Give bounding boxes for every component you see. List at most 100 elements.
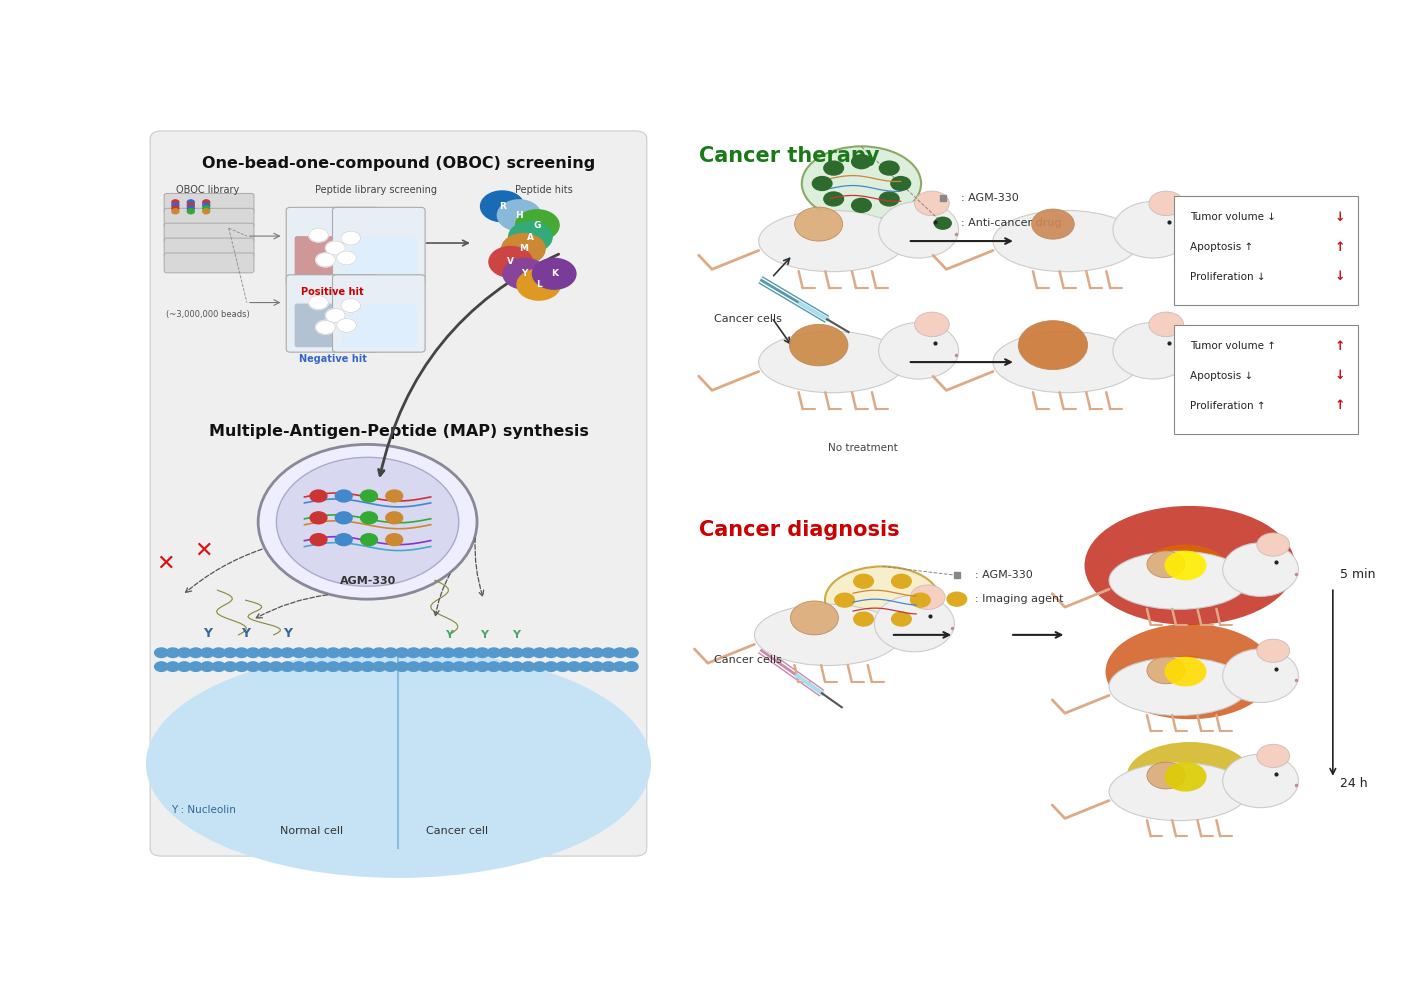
Circle shape (613, 648, 627, 658)
Circle shape (556, 648, 570, 658)
Circle shape (361, 512, 377, 524)
Circle shape (522, 648, 535, 658)
Circle shape (309, 228, 328, 242)
Circle shape (386, 512, 403, 524)
Circle shape (335, 490, 352, 502)
Circle shape (372, 648, 386, 658)
Circle shape (341, 231, 361, 245)
Circle shape (487, 648, 501, 658)
Circle shape (1148, 657, 1184, 683)
Text: R: R (499, 201, 505, 211)
Circle shape (498, 648, 512, 658)
Circle shape (407, 648, 421, 658)
Ellipse shape (803, 147, 920, 221)
Circle shape (202, 199, 209, 205)
Ellipse shape (1108, 658, 1247, 715)
Circle shape (386, 490, 403, 502)
Circle shape (1222, 754, 1298, 807)
Circle shape (624, 648, 638, 658)
Text: Y : Nucleolin: Y : Nucleolin (171, 806, 236, 815)
Ellipse shape (1143, 545, 1228, 592)
Circle shape (258, 662, 271, 672)
Ellipse shape (759, 210, 905, 272)
Circle shape (171, 202, 178, 208)
Circle shape (915, 191, 950, 215)
Circle shape (309, 296, 328, 310)
Circle shape (516, 269, 560, 301)
Circle shape (1257, 744, 1289, 768)
Circle shape (544, 662, 558, 672)
Circle shape (947, 592, 967, 606)
Circle shape (361, 662, 375, 672)
Circle shape (223, 662, 237, 672)
Circle shape (171, 205, 178, 211)
Circle shape (853, 574, 873, 588)
Circle shape (269, 662, 283, 672)
Circle shape (1257, 639, 1289, 663)
Ellipse shape (1106, 624, 1274, 719)
Ellipse shape (1108, 552, 1247, 609)
Text: (~3,000,000 beads): (~3,000,000 beads) (166, 310, 250, 319)
Ellipse shape (1085, 506, 1295, 625)
FancyBboxPatch shape (333, 275, 425, 352)
Circle shape (281, 648, 295, 658)
Circle shape (335, 534, 352, 546)
Circle shape (258, 444, 477, 599)
Text: Negative hit: Negative hit (299, 354, 366, 364)
Circle shape (878, 322, 958, 379)
Circle shape (476, 662, 490, 672)
FancyBboxPatch shape (286, 275, 379, 352)
Text: Cancer cells: Cancer cells (714, 655, 781, 665)
Circle shape (441, 662, 455, 672)
Circle shape (303, 662, 317, 672)
Text: OBOC library: OBOC library (175, 186, 240, 195)
Circle shape (361, 490, 377, 502)
Circle shape (556, 662, 570, 672)
Circle shape (880, 192, 899, 206)
Circle shape (188, 205, 194, 211)
Circle shape (533, 648, 546, 658)
FancyBboxPatch shape (286, 207, 379, 285)
Circle shape (824, 161, 843, 175)
Text: Y: Y (203, 627, 212, 640)
Circle shape (497, 200, 540, 231)
Circle shape (316, 320, 335, 334)
Circle shape (247, 662, 260, 672)
Circle shape (488, 247, 532, 278)
Circle shape (429, 662, 443, 672)
Ellipse shape (1108, 763, 1247, 820)
Circle shape (166, 662, 180, 672)
Circle shape (567, 648, 581, 658)
Circle shape (790, 324, 847, 366)
Circle shape (349, 648, 363, 658)
Circle shape (1164, 657, 1207, 686)
Circle shape (386, 534, 403, 546)
Text: : Anti-cancer drug: : Anti-cancer drug (961, 218, 1062, 228)
Circle shape (453, 662, 466, 672)
Circle shape (269, 648, 283, 658)
Ellipse shape (993, 210, 1139, 272)
Text: One-bead-one-compound (OBOC) screening: One-bead-one-compound (OBOC) screening (202, 156, 595, 172)
Circle shape (202, 202, 209, 208)
Circle shape (790, 601, 839, 635)
Circle shape (613, 662, 627, 672)
FancyBboxPatch shape (1174, 196, 1358, 305)
Text: Y: Y (241, 627, 250, 640)
Text: Peptide library screening: Peptide library screening (316, 186, 436, 195)
Text: K: K (551, 269, 557, 279)
Circle shape (624, 662, 638, 672)
Text: 5 min: 5 min (1340, 567, 1375, 581)
Ellipse shape (825, 566, 940, 634)
Circle shape (189, 662, 202, 672)
Circle shape (453, 648, 466, 658)
Circle shape (223, 648, 237, 658)
FancyBboxPatch shape (295, 236, 370, 280)
Circle shape (891, 177, 911, 190)
Circle shape (396, 662, 408, 672)
Circle shape (154, 662, 168, 672)
Circle shape (1149, 312, 1184, 336)
Text: Cancer diagnosis: Cancer diagnosis (699, 520, 899, 540)
Circle shape (316, 662, 328, 672)
Text: M: M (519, 244, 528, 254)
Circle shape (188, 208, 194, 214)
